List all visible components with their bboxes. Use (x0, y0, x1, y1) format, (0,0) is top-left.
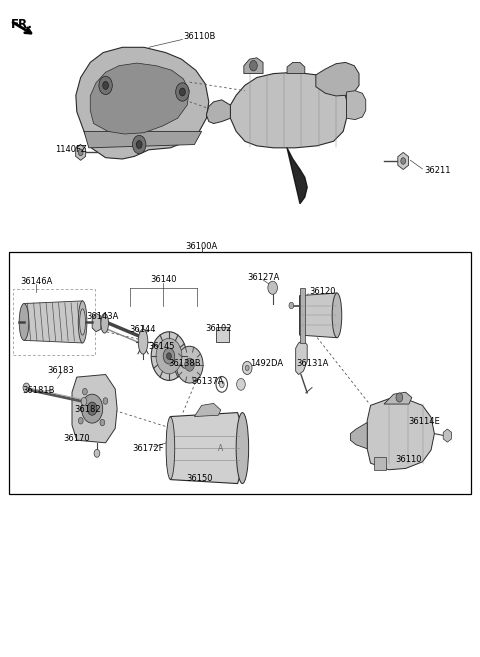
Text: 36181B: 36181B (22, 386, 55, 395)
Polygon shape (367, 399, 434, 470)
Circle shape (78, 417, 83, 424)
Bar (13, 289, 95, 355)
Ellipse shape (80, 309, 85, 335)
Bar (9, 252, 471, 494)
Ellipse shape (156, 338, 182, 374)
Circle shape (83, 388, 87, 395)
Circle shape (163, 348, 175, 364)
Text: 36182: 36182 (74, 405, 101, 415)
Polygon shape (90, 63, 189, 134)
Ellipse shape (151, 332, 187, 380)
Text: 36131A: 36131A (297, 359, 329, 368)
Text: 36146A: 36146A (20, 277, 52, 286)
Polygon shape (316, 62, 359, 96)
Circle shape (180, 88, 185, 96)
Polygon shape (287, 62, 305, 74)
Circle shape (94, 449, 100, 457)
Text: 1492DA: 1492DA (251, 359, 284, 368)
Circle shape (185, 358, 194, 371)
Ellipse shape (166, 417, 175, 480)
Ellipse shape (176, 346, 203, 383)
Circle shape (99, 76, 112, 95)
Circle shape (87, 402, 97, 415)
Circle shape (401, 158, 406, 164)
Ellipse shape (138, 329, 148, 354)
Polygon shape (296, 340, 307, 374)
Circle shape (167, 353, 171, 359)
Circle shape (176, 83, 189, 101)
Text: 36110B: 36110B (183, 32, 216, 41)
Ellipse shape (78, 301, 87, 343)
Polygon shape (287, 148, 307, 204)
Polygon shape (384, 392, 412, 404)
Text: 36110: 36110 (396, 455, 422, 464)
Bar (374, 457, 386, 470)
Circle shape (81, 397, 87, 405)
Circle shape (245, 365, 249, 371)
Text: 36211: 36211 (424, 166, 450, 175)
Polygon shape (76, 47, 209, 159)
Circle shape (216, 376, 228, 392)
Circle shape (250, 60, 257, 71)
Circle shape (289, 302, 294, 309)
Circle shape (268, 281, 277, 294)
Polygon shape (84, 131, 202, 148)
Text: 36100A: 36100A (185, 242, 218, 251)
Circle shape (396, 393, 403, 402)
Text: 36137A: 36137A (191, 376, 224, 386)
Text: 36140: 36140 (150, 275, 177, 284)
Polygon shape (92, 313, 101, 332)
Text: 36138B: 36138B (168, 359, 201, 368)
Polygon shape (443, 429, 452, 442)
Circle shape (219, 381, 224, 388)
Polygon shape (350, 422, 367, 449)
Text: 36144: 36144 (130, 325, 156, 334)
Circle shape (103, 81, 108, 89)
Text: 36143A: 36143A (86, 312, 119, 321)
Text: 1140FZ: 1140FZ (55, 145, 87, 154)
Polygon shape (300, 293, 337, 338)
Text: 36170: 36170 (63, 434, 90, 443)
Polygon shape (76, 145, 85, 160)
Circle shape (23, 383, 30, 392)
Ellipse shape (19, 304, 29, 340)
Text: 36127A: 36127A (247, 273, 279, 282)
Polygon shape (398, 152, 408, 170)
Text: 36150: 36150 (186, 474, 213, 483)
Circle shape (78, 149, 83, 156)
Text: 36114E: 36114E (408, 417, 440, 426)
Circle shape (136, 141, 142, 148)
Text: FR.: FR. (11, 18, 33, 32)
Circle shape (82, 394, 103, 423)
Circle shape (100, 419, 105, 426)
Polygon shape (24, 301, 83, 343)
Ellipse shape (101, 313, 108, 333)
Text: A: A (218, 443, 223, 453)
Circle shape (103, 397, 108, 404)
Bar (300, 288, 305, 343)
Polygon shape (230, 72, 347, 148)
Text: 36145: 36145 (148, 342, 175, 351)
Polygon shape (206, 100, 230, 124)
Text: 36120: 36120 (309, 287, 336, 296)
Polygon shape (347, 91, 366, 120)
Text: 36172F: 36172F (132, 444, 164, 453)
Text: 36183: 36183 (48, 366, 74, 375)
Ellipse shape (236, 413, 249, 484)
Circle shape (132, 135, 146, 154)
Text: 36102: 36102 (205, 324, 232, 333)
Ellipse shape (332, 293, 342, 338)
Polygon shape (244, 58, 263, 74)
Polygon shape (167, 413, 246, 484)
Polygon shape (194, 403, 221, 417)
Polygon shape (72, 374, 117, 443)
Bar (216, 327, 229, 342)
Circle shape (242, 361, 252, 374)
Circle shape (237, 378, 245, 390)
